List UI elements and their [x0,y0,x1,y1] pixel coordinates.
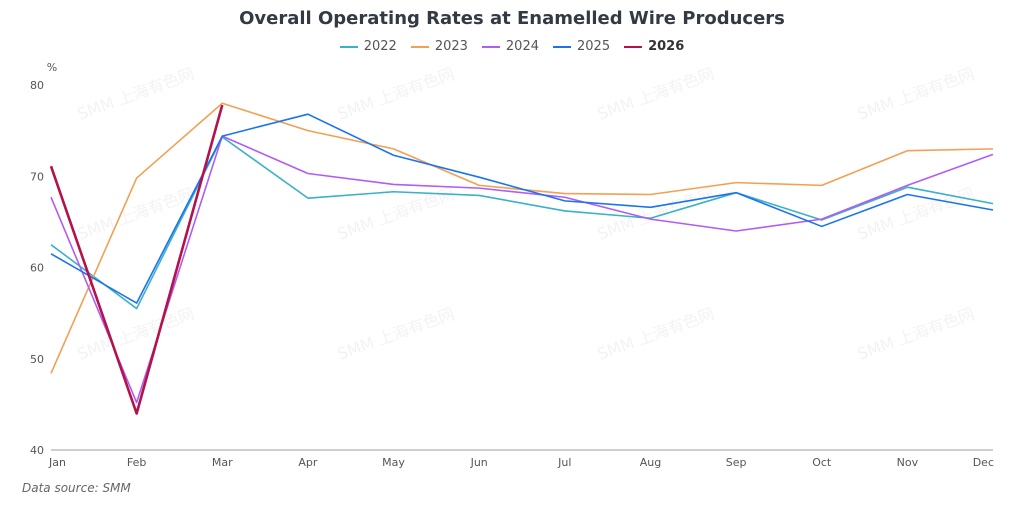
legend-swatch [339,45,358,48]
legend-label: 2023 [434,39,468,54]
watermark: SMM 上海有色网 [855,304,977,364]
watermark: SMM 上海有色网 [75,304,197,364]
legend-item-2026[interactable]: 2026 [624,39,684,54]
watermark: SMM 上海有色网 [335,64,457,124]
legend-label: 2026 [648,39,685,54]
legend-label: 2024 [505,39,539,54]
x-tick-label: Oct [812,456,832,469]
y-axis-unit: % [47,61,57,74]
legend-swatch [624,45,643,48]
watermark: SMM 上海有色网 [335,304,457,364]
x-tick-label: Feb [127,456,146,469]
legend-label: 2025 [577,39,611,54]
x-tick-label: Jan [48,456,66,469]
watermark: SMM 上海有色网 [75,184,197,244]
y-tick-label: 40 [30,444,44,457]
legend-swatch [410,45,429,48]
y-tick-label: 50 [30,353,44,366]
x-tick-label: Jun [470,456,488,469]
x-tick-label: Dec [973,456,994,469]
x-tick-label: May [382,456,405,469]
watermark: SMM 上海有色网 [855,184,977,244]
watermark: SMM 上海有色网 [595,304,717,364]
watermark: SMM 上海有色网 [595,64,717,124]
legend-swatch [553,45,571,48]
x-tick-label: Apr [298,456,318,469]
series-line-2022 [50,136,994,310]
legend-item-2024[interactable]: 2024 [481,39,539,54]
legend-swatch [481,45,500,48]
series-line-2025 [50,113,994,304]
legend-item-2022[interactable]: 2022 [339,39,397,54]
watermark: SMM 上海有色网 [595,184,717,244]
series-line-2023 [50,102,994,374]
x-tick-label: Nov [897,456,919,469]
x-tick-label: Aug [640,456,661,469]
legend-label: 2022 [363,39,397,54]
watermark: SMM 上海有色网 [855,64,977,124]
legend-item-2023[interactable]: 2023 [410,39,468,54]
x-tick-label: Sep [726,456,747,469]
watermark: SMM 上海有色网 [335,184,457,244]
series-line-2026 [49,104,224,415]
chart-title: Overall Operating Rates at Enamelled Wir… [239,8,785,29]
y-tick-label: 60 [30,262,44,275]
data-source: Data source: SMM [22,481,131,495]
series-line-2024 [50,135,994,404]
y-tick-label: 80 [30,79,44,92]
watermark: SMM 上海有色网 [75,64,197,124]
x-tick-label: Mar [212,456,233,469]
legend-item-2025[interactable]: 2025 [553,39,610,54]
x-tick-label: Jul [557,456,571,469]
y-tick-label: 70 [30,170,44,183]
legend: 2022 2023 2024 2025 2026 [0,39,1024,54]
